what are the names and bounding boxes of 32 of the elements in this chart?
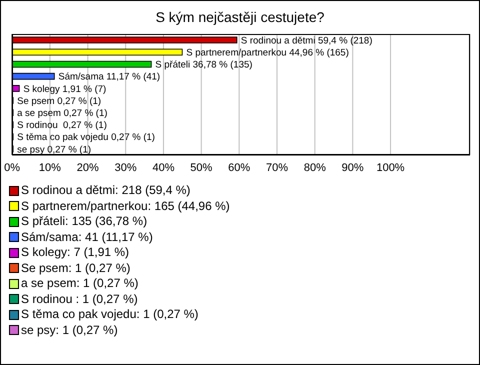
data-label: S těma co pak vojedu 0,27 % (1) [17,132,155,144]
x-tick-label: 40% [152,162,175,174]
text: S přáteli: 135 (36,78 %) [21,214,148,230]
x-tick-label: 0% [4,162,20,174]
text: S těma co pak vojedu: 1 (0,27 %) [21,307,198,322]
x-tick-label: 20% [76,162,100,174]
text: S kolegy: 7 (1,91 %) [21,245,130,260]
text: Se psem: 1 (0,27 %) [21,260,130,276]
x-tick-label: 100% [376,162,405,174]
text: se psy: 1 (0,27 %) [21,322,118,338]
text: a se psem: 1 (0,27 %) [21,276,138,292]
data-label: Sám/sama 11,17 % (41) [58,72,160,83]
text: S partnerem/partnerkou: 165 (44,96 %) [21,198,230,214]
text: S rodinou : 1 (0,27 %) [21,292,138,307]
text: Sám/sama: 41 (11,17 %) [21,230,153,245]
data-label: a se psem 0,27 % (1) [17,108,108,119]
x-tick-label: 80% [304,162,326,174]
text: S rodinou a dětmi: 218 (59,4 %) [21,183,190,198]
x-tick-label: 50% [190,162,213,174]
data-label: S kolegy 1,91 % (7) [23,84,106,95]
x-tick-label: 60% [228,162,250,174]
data-label: S přáteli 36,78 % (135) [155,60,252,71]
x-tick-label: 70% [266,162,288,174]
data-label: Se psem 0,27 % (1) [17,96,102,107]
data-label: se psy 0,27 % (1) [17,144,92,156]
chart-title: S kým nejčastěji cestujete? [154,9,326,25]
x-tick-label: 10% [38,162,62,174]
x-tick-label: 90% [342,162,364,174]
data-label: S rodinou a dětmi 59,4 % (218) [240,35,372,46]
data-label: S rodinou 0,27 % (1) [17,120,107,132]
x-tick-label: 30% [114,162,137,174]
data-label: S partnerem/partnerkou 44,96 % (165) [186,47,349,58]
